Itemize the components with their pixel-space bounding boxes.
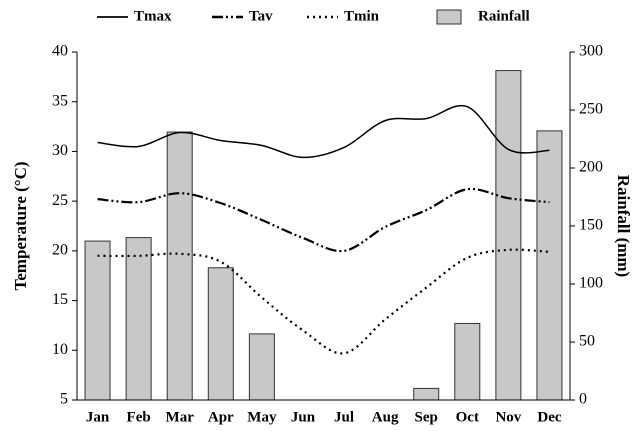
bar bbox=[248, 333, 275, 401]
x-tick-label: Apr bbox=[208, 409, 234, 425]
line bbox=[97, 187, 550, 253]
y-tick-label: 40 bbox=[52, 43, 68, 60]
bar bbox=[166, 131, 193, 401]
x-tick-label: Jul bbox=[334, 409, 354, 425]
y-tick-label: 30 bbox=[52, 142, 68, 159]
bar bbox=[454, 322, 481, 401]
y-tick-label: 20 bbox=[52, 242, 68, 259]
y-tick-label: 5 bbox=[60, 391, 68, 408]
y2-tick-label: 150 bbox=[579, 217, 603, 234]
legend-label: Rainfall bbox=[478, 8, 530, 24]
y2-axis-label: Rainfall (mm) bbox=[614, 175, 633, 277]
y2-tick-label: 250 bbox=[579, 101, 603, 118]
legend-label: Tmax bbox=[134, 8, 172, 24]
y2-tick-label: 50 bbox=[579, 333, 595, 350]
x-tick-label: May bbox=[247, 409, 277, 425]
y2-tick-label: 300 bbox=[579, 43, 603, 60]
y2-tick-label: 200 bbox=[579, 159, 603, 176]
line bbox=[97, 248, 550, 355]
x-tick-label: Oct bbox=[456, 409, 479, 425]
legend-label: Tmin bbox=[344, 8, 380, 24]
x-tick-label: Mar bbox=[166, 409, 195, 425]
y2-tick-label: 100 bbox=[579, 275, 603, 292]
bar bbox=[84, 240, 111, 401]
y-tick-label: 35 bbox=[52, 92, 68, 109]
y2-tick-label: 0 bbox=[579, 391, 587, 408]
x-tick-label: Jan bbox=[86, 409, 110, 425]
bar bbox=[125, 237, 152, 401]
y-tick-label: 25 bbox=[52, 192, 68, 209]
bar bbox=[536, 130, 563, 401]
y-tick-label: 15 bbox=[52, 291, 68, 308]
y-axis-label: Temperature (°C) bbox=[11, 161, 30, 290]
x-tick-label: Aug bbox=[372, 409, 399, 425]
legend-swatch bbox=[436, 9, 462, 25]
bar bbox=[495, 70, 522, 401]
legend-label: Tav bbox=[249, 8, 273, 24]
y-tick-label: 10 bbox=[52, 341, 68, 358]
line bbox=[97, 104, 550, 159]
bar bbox=[413, 387, 440, 401]
x-tick-label: Nov bbox=[495, 409, 521, 425]
x-tick-label: Dec bbox=[537, 409, 561, 425]
x-tick-label: Sep bbox=[415, 409, 438, 425]
bar bbox=[207, 267, 234, 401]
x-tick-label: Jun bbox=[291, 409, 316, 425]
x-tick-label: Feb bbox=[127, 409, 151, 425]
